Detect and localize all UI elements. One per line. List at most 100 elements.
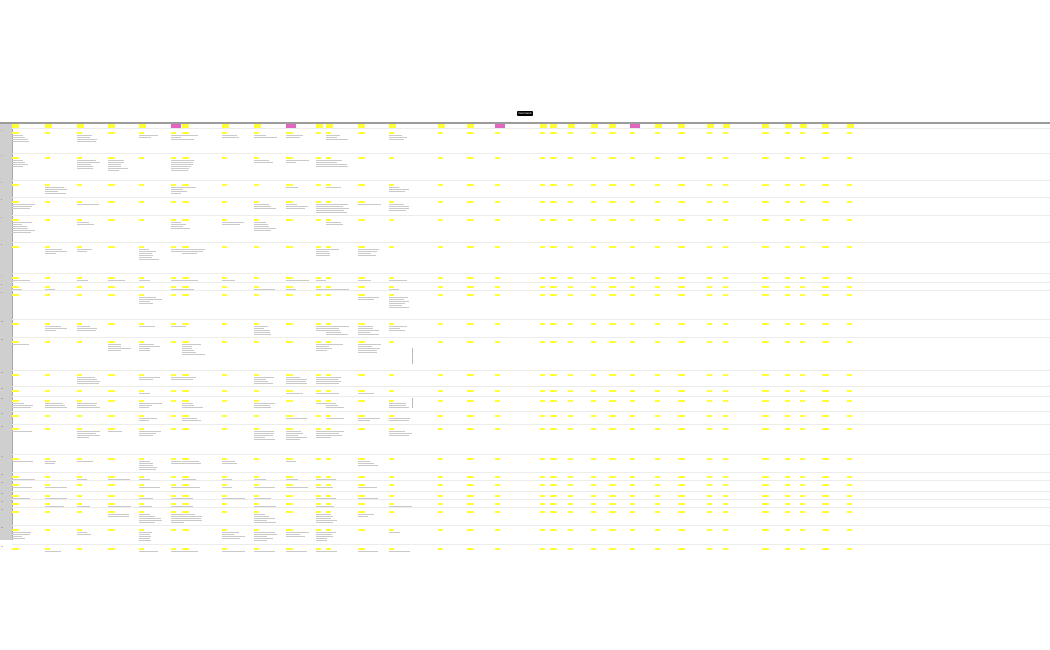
sheet-cell[interactable] — [326, 184, 356, 195]
sheet-cell[interactable] — [591, 341, 621, 368]
sheet-cell[interactable] — [358, 428, 388, 452]
sheet-cell[interactable] — [762, 390, 792, 394]
sheet-cell[interactable] — [254, 476, 284, 480]
sheet-cell[interactable] — [358, 341, 388, 368]
sheet-cell[interactable] — [139, 201, 169, 213]
sheet-cell[interactable] — [785, 246, 815, 271]
sheet-cell[interactable] — [495, 511, 525, 523]
sheet-cell[interactable] — [785, 415, 815, 422]
sheet-cell[interactable] — [467, 341, 497, 368]
sheet-cell[interactable] — [108, 246, 138, 271]
sheet-cell[interactable] — [182, 201, 212, 213]
sheet-cell[interactable] — [707, 428, 737, 452]
sheet-cell[interactable] — [678, 529, 708, 542]
sheet-cell[interactable] — [568, 548, 598, 552]
sheet-cell[interactable] — [286, 548, 316, 552]
sheet-cell[interactable] — [847, 529, 877, 542]
sheet-cell[interactable] — [591, 529, 621, 542]
sheet-cell[interactable] — [389, 184, 419, 195]
sheet-cell[interactable] — [45, 132, 75, 151]
sheet-cell[interactable] — [12, 374, 42, 384]
sheet-cell[interactable] — [678, 374, 708, 384]
column-header[interactable] — [550, 124, 578, 128]
sheet-cell[interactable] — [286, 323, 316, 335]
sheet-cell[interactable] — [108, 476, 138, 480]
sheet-cell[interactable] — [723, 476, 753, 480]
sheet-cell[interactable] — [630, 341, 660, 368]
sheet-cell[interactable] — [254, 374, 284, 384]
sheet-cell[interactable] — [171, 286, 201, 290]
sheet-cell[interactable] — [467, 428, 497, 452]
sheet-cell[interactable] — [630, 458, 660, 470]
sheet-cell[interactable] — [139, 390, 169, 394]
sheet-cell[interactable] — [655, 132, 685, 151]
sheet-cell[interactable] — [316, 184, 346, 195]
sheet-cell[interactable] — [678, 286, 708, 290]
sheet-cell[interactable] — [785, 529, 815, 542]
sheet-cell[interactable] — [254, 132, 284, 151]
sheet-cell[interactable] — [389, 428, 419, 452]
sheet-cell[interactable] — [12, 415, 42, 422]
sheet-cell[interactable] — [326, 400, 356, 409]
sheet-cell[interactable] — [326, 374, 356, 384]
sheet-cell[interactable] — [182, 390, 212, 394]
sheet-cell[interactable] — [389, 400, 419, 409]
sheet-cell[interactable] — [495, 132, 525, 151]
sheet-cell[interactable] — [822, 495, 852, 499]
sheet-cell[interactable] — [12, 323, 42, 335]
sheet-cell[interactable] — [254, 157, 284, 178]
sheet-cell[interactable] — [655, 400, 685, 409]
sheet-cell[interactable] — [800, 548, 830, 552]
sheet-cell[interactable] — [286, 529, 316, 542]
sheet-cell[interactable] — [707, 415, 737, 422]
sheet-cell[interactable] — [286, 294, 316, 317]
column-header[interactable] — [12, 124, 40, 128]
sheet-cell[interactable] — [723, 286, 753, 290]
sheet-cell[interactable] — [77, 548, 107, 552]
sheet-cell[interactable] — [108, 400, 138, 409]
sheet-cell[interactable] — [655, 458, 685, 470]
sheet-cell[interactable] — [591, 157, 621, 178]
sheet-cell[interactable] — [438, 219, 468, 240]
sheet-cell[interactable] — [630, 529, 660, 542]
sheet-cell[interactable] — [438, 476, 468, 480]
sheet-cell[interactable] — [678, 184, 708, 195]
sheet-cell[interactable] — [254, 511, 284, 523]
column-header[interactable] — [326, 124, 354, 128]
sheet-cell[interactable] — [222, 132, 252, 151]
sheet-cell[interactable] — [45, 390, 75, 394]
sheet-cell[interactable] — [591, 323, 621, 335]
sheet-cell[interactable] — [822, 286, 852, 290]
sheet-cell[interactable] — [45, 548, 75, 552]
sheet-cell[interactable] — [12, 157, 42, 178]
sheet-cell[interactable] — [222, 157, 252, 178]
sheet-cell[interactable] — [630, 201, 660, 213]
sheet-cell[interactable] — [707, 157, 737, 178]
sheet-cell[interactable] — [822, 277, 852, 281]
sheet-cell[interactable] — [139, 341, 169, 368]
sheet-cell[interactable] — [222, 458, 252, 470]
sheet-cell[interactable] — [822, 201, 852, 213]
sheet-cell[interactable] — [550, 374, 580, 384]
sheet-cell[interactable] — [609, 390, 639, 394]
sheet-cell[interactable] — [678, 548, 708, 552]
column-header[interactable] — [77, 124, 105, 128]
sheet-cell[interactable] — [438, 390, 468, 394]
sheet-cell[interactable] — [630, 277, 660, 281]
sheet-cell[interactable] — [438, 246, 468, 271]
sheet-cell[interactable] — [723, 428, 753, 452]
sheet-cell[interactable] — [540, 495, 570, 499]
sheet-cell[interactable] — [467, 132, 497, 151]
sheet-cell[interactable] — [550, 400, 580, 409]
sheet-cell[interactable] — [182, 246, 212, 271]
sheet-cell[interactable] — [182, 548, 212, 552]
sheet-cell[interactable] — [591, 458, 621, 470]
sheet-cell[interactable] — [222, 374, 252, 384]
sheet-cell[interactable] — [108, 294, 138, 317]
sheet-cell[interactable] — [678, 219, 708, 240]
sheet-cell[interactable] — [540, 484, 570, 489]
sheet-cell[interactable] — [495, 503, 525, 507]
sheet-cell[interactable] — [723, 503, 753, 507]
sheet-cell[interactable] — [655, 476, 685, 480]
sheet-cell[interactable] — [358, 219, 388, 240]
